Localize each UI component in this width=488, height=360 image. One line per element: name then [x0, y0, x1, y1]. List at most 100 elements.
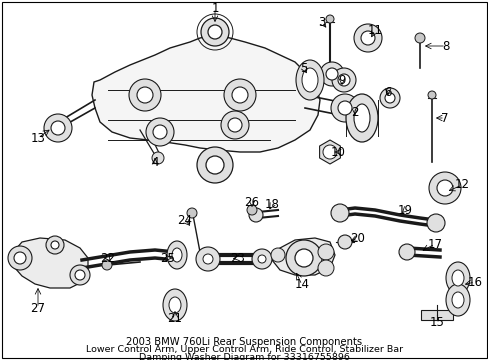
Circle shape: [337, 235, 351, 249]
Circle shape: [436, 180, 452, 196]
Circle shape: [331, 68, 355, 92]
Circle shape: [196, 247, 220, 271]
Polygon shape: [271, 238, 334, 275]
Polygon shape: [92, 35, 319, 152]
Circle shape: [246, 205, 257, 215]
Circle shape: [51, 241, 59, 249]
Circle shape: [129, 79, 161, 111]
Circle shape: [337, 74, 349, 86]
Text: 16: 16: [467, 275, 482, 288]
Circle shape: [201, 18, 228, 46]
Text: 20: 20: [350, 231, 365, 244]
Text: 10: 10: [330, 145, 345, 158]
Circle shape: [414, 33, 424, 43]
Circle shape: [330, 204, 348, 222]
Ellipse shape: [295, 60, 324, 100]
Text: 25: 25: [160, 252, 175, 265]
Circle shape: [44, 114, 72, 142]
Circle shape: [325, 68, 337, 80]
Text: Damping Washer Diagram for 33316755896: Damping Washer Diagram for 33316755896: [139, 352, 349, 360]
Text: 26: 26: [244, 195, 259, 208]
Bar: [420, 310, 452, 320]
Circle shape: [353, 24, 381, 52]
Text: 18: 18: [264, 198, 279, 211]
Circle shape: [427, 91, 435, 99]
Text: 12: 12: [453, 179, 468, 192]
Polygon shape: [12, 238, 88, 288]
Text: 19: 19: [397, 203, 412, 216]
Circle shape: [205, 156, 224, 174]
Text: 22: 22: [101, 252, 115, 265]
Text: 2: 2: [350, 105, 358, 118]
Circle shape: [231, 87, 247, 103]
Text: 14: 14: [294, 279, 309, 292]
Text: 24: 24: [177, 213, 192, 226]
Ellipse shape: [451, 292, 463, 308]
Circle shape: [221, 111, 248, 139]
Circle shape: [337, 101, 351, 115]
Circle shape: [102, 260, 112, 270]
Circle shape: [152, 152, 163, 164]
Ellipse shape: [346, 94, 377, 142]
Ellipse shape: [302, 68, 317, 92]
Circle shape: [251, 249, 271, 269]
Circle shape: [51, 121, 65, 135]
Text: 17: 17: [427, 238, 442, 251]
Circle shape: [203, 254, 213, 264]
Circle shape: [384, 93, 394, 103]
Circle shape: [270, 248, 285, 262]
Circle shape: [330, 94, 358, 122]
Circle shape: [153, 125, 167, 139]
Circle shape: [8, 246, 32, 270]
Circle shape: [428, 172, 460, 204]
Circle shape: [325, 15, 333, 23]
Circle shape: [75, 270, 85, 280]
Circle shape: [323, 145, 336, 159]
Text: 7: 7: [440, 112, 448, 125]
Text: 13: 13: [30, 131, 45, 144]
Ellipse shape: [353, 104, 369, 132]
Ellipse shape: [167, 241, 186, 269]
Ellipse shape: [445, 262, 469, 294]
Ellipse shape: [163, 289, 186, 321]
Circle shape: [137, 87, 153, 103]
Circle shape: [317, 260, 333, 276]
Circle shape: [319, 62, 343, 86]
Text: 5: 5: [300, 62, 307, 75]
Text: 8: 8: [442, 40, 449, 53]
Text: Lower Control Arm, Upper Control Arm, Ride Control, Stabilizer Bar: Lower Control Arm, Upper Control Arm, Ri…: [86, 346, 402, 355]
Text: 11: 11: [367, 23, 382, 36]
Circle shape: [227, 118, 242, 132]
Text: 3: 3: [318, 15, 325, 28]
Circle shape: [317, 244, 333, 260]
Ellipse shape: [172, 248, 182, 262]
Circle shape: [379, 88, 399, 108]
Circle shape: [398, 244, 414, 260]
Circle shape: [70, 265, 90, 285]
Text: 6: 6: [384, 85, 391, 99]
Ellipse shape: [451, 270, 463, 286]
Ellipse shape: [445, 284, 469, 316]
Text: 2003 BMW 760Li Rear Suspension Components: 2003 BMW 760Li Rear Suspension Component…: [126, 337, 362, 347]
Polygon shape: [319, 140, 340, 164]
Circle shape: [146, 118, 174, 146]
Ellipse shape: [169, 297, 181, 313]
Circle shape: [426, 214, 444, 232]
Text: 23: 23: [230, 252, 245, 265]
Circle shape: [258, 255, 265, 263]
Circle shape: [360, 31, 374, 45]
Circle shape: [46, 236, 64, 254]
Text: 1: 1: [211, 1, 218, 14]
Circle shape: [285, 240, 321, 276]
Circle shape: [224, 79, 256, 111]
Text: 21: 21: [167, 311, 182, 324]
Text: 15: 15: [428, 315, 444, 328]
Text: 9: 9: [338, 73, 345, 86]
Text: 4: 4: [151, 156, 159, 168]
Circle shape: [207, 25, 222, 39]
Circle shape: [294, 249, 312, 267]
Circle shape: [14, 252, 26, 264]
Circle shape: [248, 208, 263, 222]
Circle shape: [197, 147, 232, 183]
Text: 27: 27: [30, 302, 45, 315]
